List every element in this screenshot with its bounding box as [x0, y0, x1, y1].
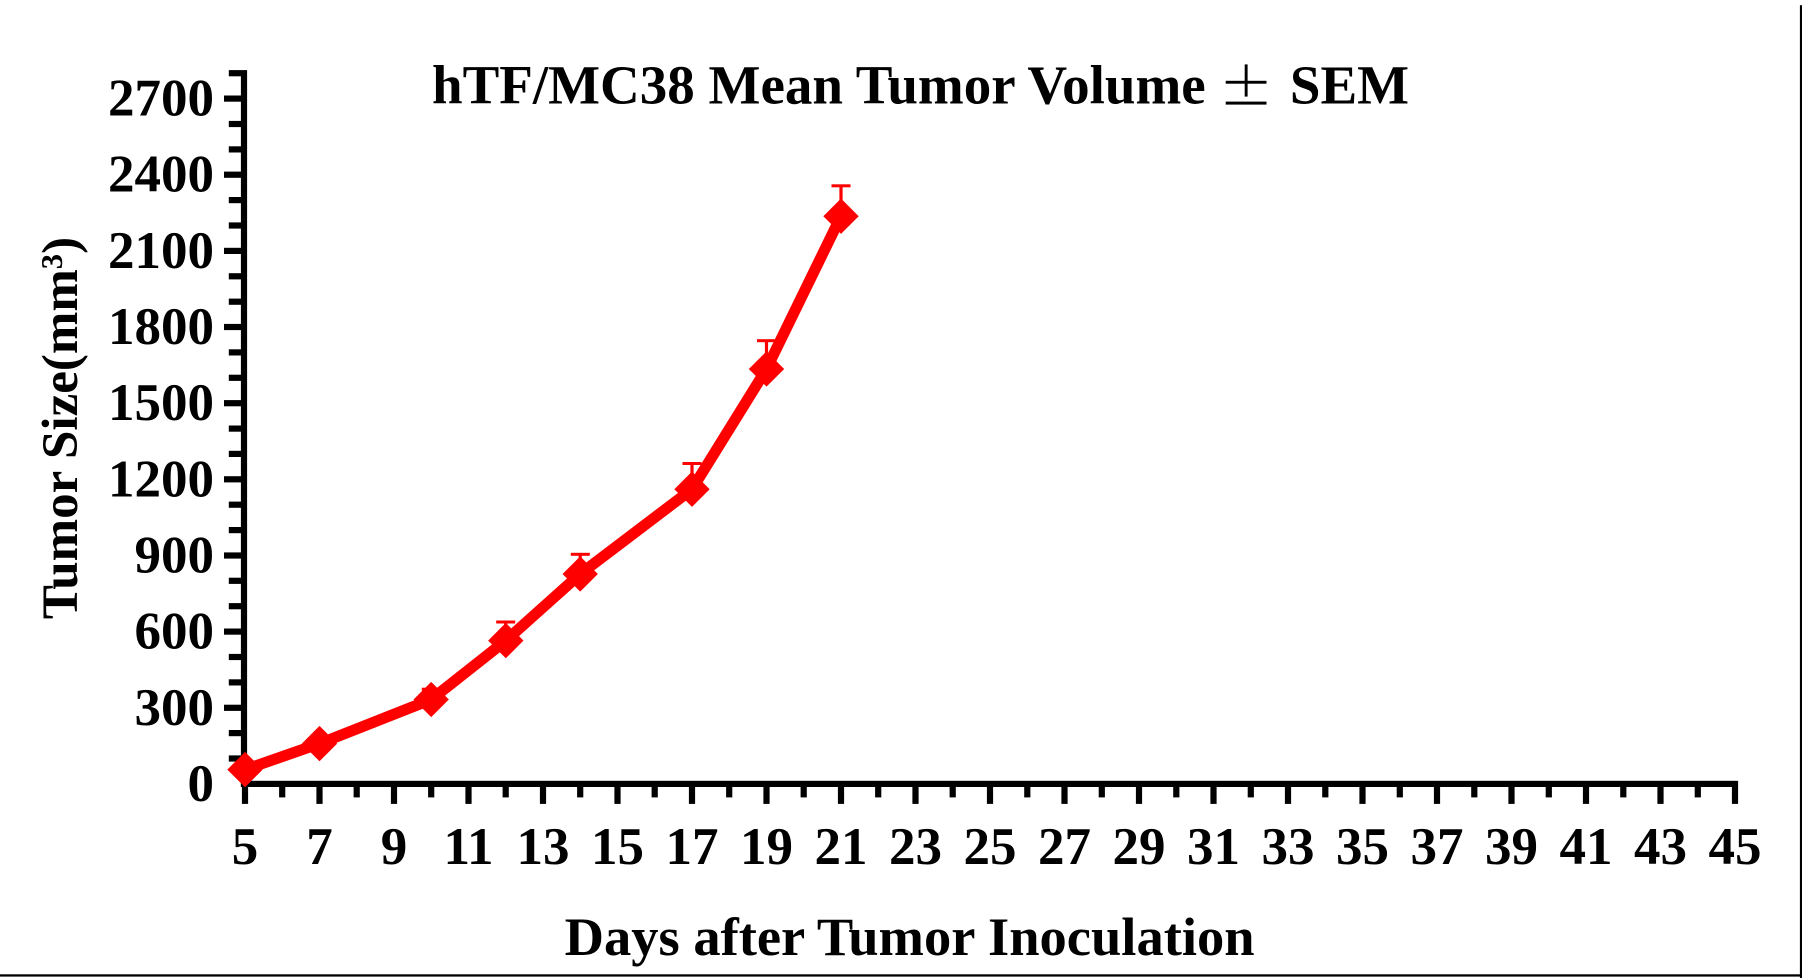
svg-text:11: 11 — [443, 818, 493, 876]
svg-text:0: 0 — [188, 755, 215, 813]
svg-text:1500: 1500 — [108, 374, 214, 432]
svg-text:19: 19 — [740, 818, 793, 876]
svg-text:29: 29 — [1113, 818, 1166, 876]
svg-text:15: 15 — [591, 818, 644, 876]
svg-text:25: 25 — [964, 818, 1017, 876]
svg-text:5: 5 — [232, 818, 259, 876]
svg-text:43: 43 — [1634, 818, 1687, 876]
svg-text:2700: 2700 — [108, 70, 214, 128]
svg-text:hTF/MC38 Mean Tumor Volume: hTF/MC38 Mean Tumor Volume — [432, 55, 1206, 116]
svg-text:39: 39 — [1485, 818, 1538, 876]
svg-text:17: 17 — [666, 818, 719, 876]
svg-text:7: 7 — [306, 818, 333, 876]
svg-text:35: 35 — [1336, 818, 1389, 876]
svg-text:41: 41 — [1560, 818, 1613, 876]
svg-text:SEM: SEM — [1290, 55, 1409, 116]
svg-text:600: 600 — [135, 603, 215, 661]
svg-text:2400: 2400 — [108, 146, 214, 204]
svg-text:Days after Tumor Inoculation: Days after Tumor Inoculation — [565, 906, 1255, 967]
svg-text:21: 21 — [815, 818, 868, 876]
svg-text:2100: 2100 — [108, 222, 214, 280]
svg-text:45: 45 — [1709, 818, 1762, 876]
svg-text:9: 9 — [381, 818, 408, 876]
svg-text:23: 23 — [889, 818, 942, 876]
svg-text:37: 37 — [1411, 818, 1464, 876]
svg-text:33: 33 — [1262, 818, 1315, 876]
svg-text:1200: 1200 — [108, 450, 214, 508]
svg-text:1800: 1800 — [108, 298, 214, 356]
svg-text:13: 13 — [517, 818, 570, 876]
svg-text:27: 27 — [1038, 818, 1091, 876]
svg-text:900: 900 — [135, 527, 215, 585]
svg-text:31: 31 — [1187, 818, 1240, 876]
svg-text:300: 300 — [135, 679, 215, 737]
svg-text:Tumor Size(mm3): Tumor Size(mm3) — [33, 237, 89, 619]
